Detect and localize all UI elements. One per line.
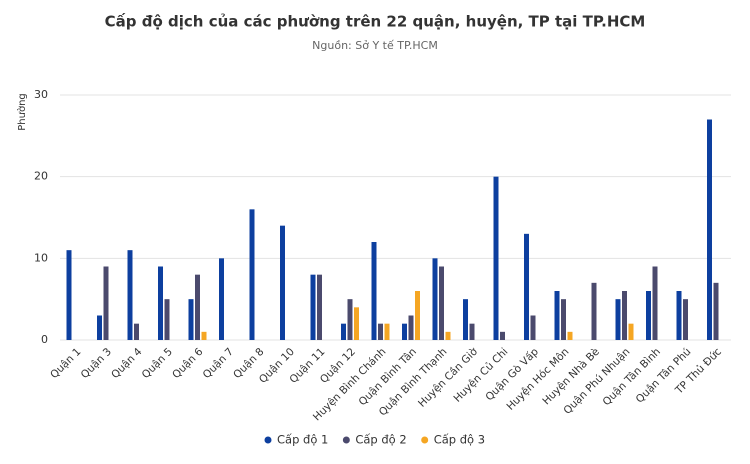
x-tick-label: Quận 6 <box>170 346 206 382</box>
bar <box>646 291 651 340</box>
bar <box>97 315 102 340</box>
bar <box>622 291 627 340</box>
bar <box>347 299 353 340</box>
bar <box>310 274 316 340</box>
bar <box>554 291 560 340</box>
bar <box>676 291 682 340</box>
y-tick-label: 30 <box>34 88 48 101</box>
legend-marker <box>342 436 350 444</box>
legend-label: Cấp độ 1 <box>277 433 328 447</box>
x-tick-label: Quận 7 <box>201 346 236 381</box>
chart-subtitle: Nguồn: Sở Y tế TP.HCM <box>312 39 438 52</box>
bar <box>249 209 255 340</box>
bar <box>493 176 499 340</box>
bar <box>127 250 133 340</box>
bar <box>683 299 688 340</box>
bar <box>195 274 200 340</box>
bar <box>469 323 475 340</box>
x-tick-label: Quận Gò Vấp <box>483 346 541 404</box>
bar <box>280 225 285 340</box>
bar <box>408 315 414 340</box>
bar <box>103 266 109 340</box>
y-tick-label: 0 <box>41 333 48 346</box>
bar <box>378 323 383 340</box>
bar <box>341 323 346 340</box>
bar <box>439 266 444 340</box>
y-axis-label: Phường <box>16 93 28 131</box>
bar <box>500 331 505 340</box>
legend-label: Cấp độ 2 <box>355 433 406 447</box>
bar <box>591 282 597 340</box>
bar <box>415 291 420 340</box>
legend-label: Cấp độ 3 <box>434 433 485 447</box>
bar <box>158 266 163 340</box>
bar <box>567 331 573 340</box>
bar <box>561 299 566 340</box>
bar <box>188 299 194 340</box>
bar <box>432 258 438 340</box>
bar <box>628 323 634 340</box>
chart-title: Cấp độ dịch của các phường trên 22 quận,… <box>105 13 646 31</box>
bar <box>713 282 719 340</box>
bar <box>354 307 359 340</box>
x-tick-label: Quận 4 <box>109 346 145 382</box>
y-tick-label: 20 <box>34 170 48 183</box>
legend-marker <box>421 436 429 444</box>
bar <box>384 323 390 340</box>
bar <box>164 299 170 340</box>
bar <box>652 266 658 340</box>
y-tick-label: 10 <box>34 251 48 264</box>
bar <box>134 323 139 340</box>
bar <box>707 119 712 340</box>
bar <box>445 331 451 340</box>
legend-marker <box>264 436 272 444</box>
bar <box>66 250 72 340</box>
bar <box>615 299 621 340</box>
bar <box>463 299 468 340</box>
x-tick-label: Quận 3 <box>79 346 114 381</box>
bar <box>219 258 224 340</box>
bar <box>371 242 377 340</box>
bar <box>317 274 322 340</box>
bar <box>402 323 407 340</box>
bar <box>201 331 207 340</box>
x-tick-label: Quận 1 <box>48 346 83 381</box>
x-tick-label: Quận 5 <box>140 346 175 381</box>
bar <box>524 233 529 340</box>
bar <box>530 315 536 340</box>
